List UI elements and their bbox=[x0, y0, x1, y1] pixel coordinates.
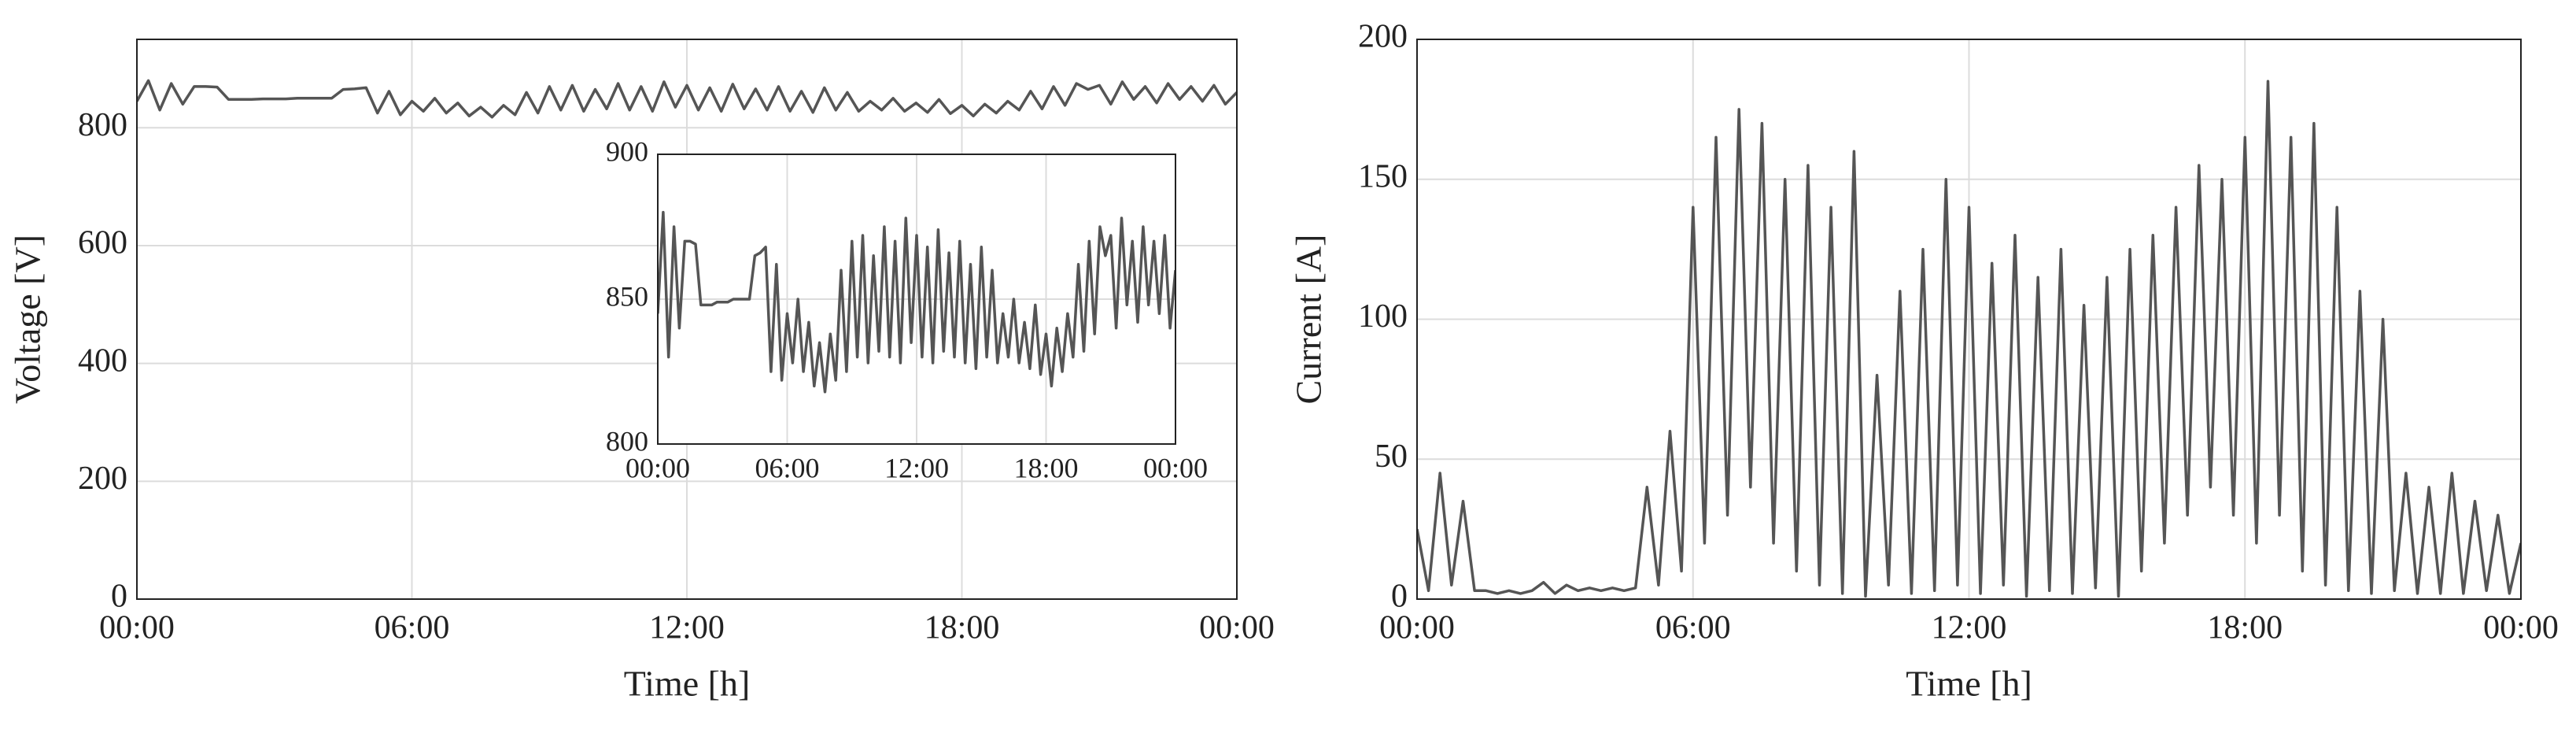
y-tick-label: 900 bbox=[606, 135, 648, 167]
y-tick-label: 850 bbox=[606, 280, 648, 312]
y-tick-label: 100 bbox=[1358, 298, 1408, 335]
x-tick-label: 00:00 bbox=[1379, 610, 1455, 646]
line-series bbox=[1417, 80, 2521, 598]
plot-frame bbox=[1416, 39, 2522, 600]
y-tick-label: 800 bbox=[78, 107, 127, 143]
y-tick-label: 200 bbox=[1358, 19, 1408, 55]
x-tick-label: 12:00 bbox=[649, 610, 725, 646]
x-tick-label: 00:00 bbox=[99, 610, 175, 646]
line-series bbox=[658, 210, 1175, 394]
x-tick-label: 18:00 bbox=[924, 610, 1000, 646]
x-tick-label: 06:00 bbox=[755, 452, 819, 483]
x-tick-label: 18:00 bbox=[1013, 452, 1078, 483]
y-tick-label: 800 bbox=[606, 425, 648, 457]
y-axis-title: Current [A] bbox=[1289, 235, 1329, 405]
y-tick-label: 200 bbox=[78, 461, 127, 497]
plot-frame bbox=[657, 154, 1176, 445]
x-tick-label: 06:00 bbox=[1655, 610, 1731, 646]
x-tick-label: 00:00 bbox=[2483, 610, 2559, 646]
y-tick-label: 150 bbox=[1358, 158, 1408, 194]
y-tick-label: 400 bbox=[78, 342, 127, 379]
y-tick-label: 0 bbox=[1391, 579, 1408, 615]
y-tick-label: 600 bbox=[78, 225, 127, 261]
series-group bbox=[137, 79, 1237, 119]
x-tick-label: 00:00 bbox=[1143, 452, 1208, 483]
y-axis-title: Voltage [V] bbox=[8, 235, 48, 404]
x-tick-label: 18:00 bbox=[2207, 610, 2283, 646]
x-axis-title: Time [h] bbox=[624, 664, 751, 704]
series-group bbox=[1417, 80, 2521, 598]
x-tick-label: 12:00 bbox=[1932, 610, 2007, 646]
x-tick-label: 12:00 bbox=[884, 452, 949, 483]
x-tick-label: 06:00 bbox=[375, 610, 450, 646]
y-tick-label: 0 bbox=[111, 579, 127, 615]
x-axis-title: Time [h] bbox=[1906, 664, 2032, 704]
series-group bbox=[658, 210, 1175, 394]
y-tick-label: 50 bbox=[1375, 439, 1408, 475]
x-tick-label: 00:00 bbox=[626, 452, 690, 483]
x-tick-label: 00:00 bbox=[1199, 610, 1275, 646]
plot-frame bbox=[136, 39, 1238, 600]
line-series bbox=[137, 79, 1237, 119]
